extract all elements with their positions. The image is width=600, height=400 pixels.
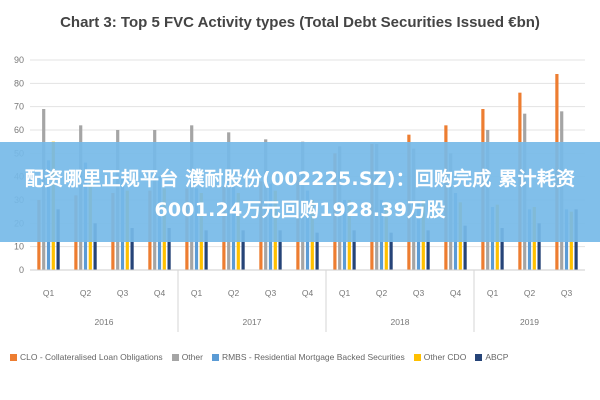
legend-item: CLO - Collateralised Loan Obligations: [10, 352, 163, 362]
y-tick-label: 70: [14, 102, 24, 112]
x-tick-label: Q3: [413, 288, 425, 298]
year-label: 2016: [95, 317, 114, 327]
bar: [426, 230, 430, 270]
x-tick-label: Q1: [339, 288, 351, 298]
x-tick-label: Q3: [561, 288, 573, 298]
bar: [204, 230, 208, 270]
year-label: 2017: [243, 317, 262, 327]
bar: [278, 230, 282, 270]
legend-label: ABCP: [485, 352, 509, 362]
headline-text[interactable]: 配资哪里正规平台 濮耐股份(002225.SZ)：回购完成 累计耗资6001.2…: [24, 168, 576, 221]
legend-item: RMBS - Residential Mortgage Backed Secur…: [211, 352, 405, 362]
legend-swatch: [475, 353, 483, 361]
y-tick-label: 80: [14, 78, 24, 88]
legend-item: Other CDO: [413, 352, 467, 362]
y-tick-label: 0: [19, 265, 24, 275]
legend-item: Other: [171, 352, 203, 362]
y-tick-label: 60: [14, 125, 24, 135]
headline-banner[interactable]: 配资哪里正规平台 濮耐股份(002225.SZ)：回购完成 累计耗资6001.2…: [0, 142, 600, 242]
chart-title: Chart 3: Top 5 FVC Activity types (Total…: [60, 14, 540, 31]
legend-label: RMBS - Residential Mortgage Backed Secur…: [221, 352, 405, 362]
x-tick-label: Q1: [43, 288, 55, 298]
bar: [93, 223, 97, 270]
legend-label: Other: [181, 352, 203, 362]
legend-swatch: [211, 353, 219, 361]
x-tick-label: Q2: [80, 288, 92, 298]
legend-swatch: [413, 353, 421, 361]
year-label: 2018: [391, 317, 410, 327]
bar: [389, 232, 393, 270]
x-tick-label: Q3: [265, 288, 277, 298]
bar: [315, 232, 319, 270]
x-tick-label: Q2: [524, 288, 536, 298]
year-label: 2019: [520, 317, 539, 327]
x-tick-label: Q4: [450, 288, 462, 298]
legend-swatch: [10, 353, 17, 361]
x-tick-label: Q4: [302, 288, 314, 298]
bar: [537, 223, 541, 270]
x-tick-label: Q2: [376, 288, 388, 298]
bar: [352, 230, 356, 270]
bar: [167, 228, 171, 270]
x-tick-label: Q1: [487, 288, 499, 298]
legend-swatch: [171, 353, 179, 361]
y-tick-label: 90: [14, 55, 24, 65]
legend-item: ABCP: [475, 352, 508, 362]
bar: [500, 228, 504, 270]
legend-label: Other CDO: [423, 352, 467, 362]
x-tick-label: Q4: [154, 288, 166, 298]
x-tick-label: Q1: [191, 288, 203, 298]
x-axis: Q1 Q2 Q3 Q4 Q1 Q2 Q3 Q4 Q1 Q2 Q3 Q4 Q1 Q2 Q3 2016 2017 20…: [30, 269, 585, 332]
bar: [463, 225, 467, 270]
x-tick-label: Q2: [228, 288, 240, 298]
bar: [130, 228, 134, 270]
legend-label: CLO - Collateralised Loan Obligations: [20, 352, 163, 362]
x-tick-label: Q3: [117, 288, 129, 298]
legend: CLO - Collateralised Loan Obligations Oth…: [10, 352, 595, 362]
y-tick-label: 10: [14, 242, 24, 252]
bar: [241, 230, 245, 270]
